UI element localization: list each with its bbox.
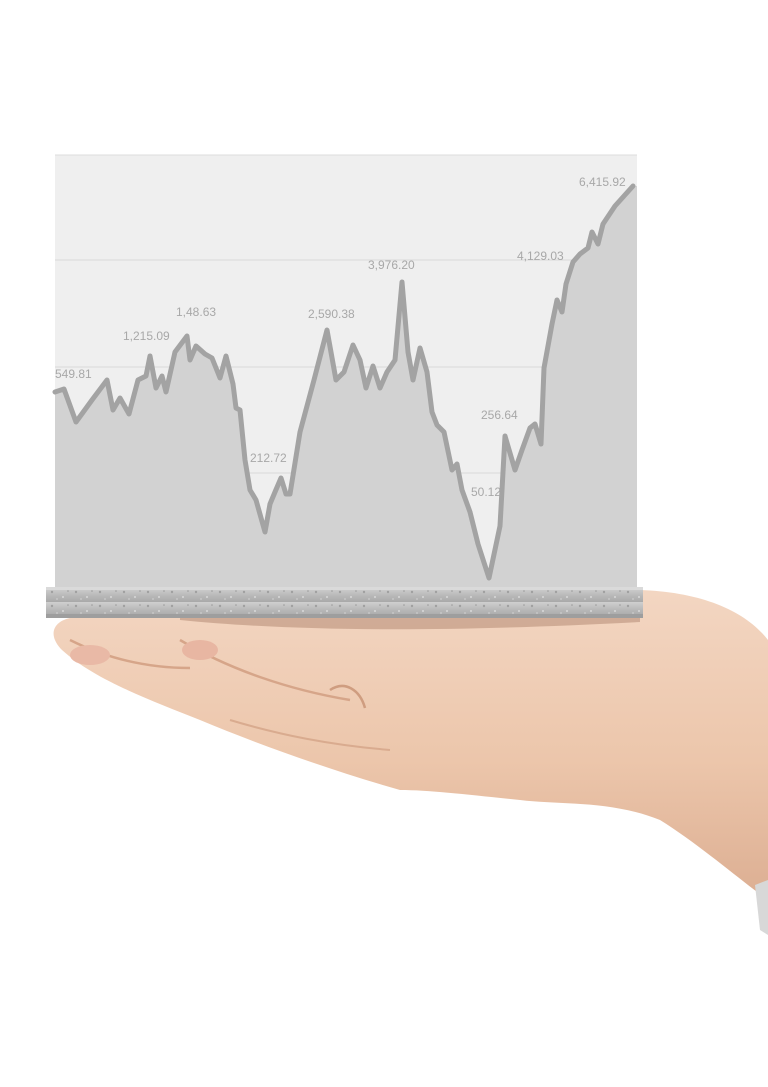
data-label-1: 1,215.09 — [123, 329, 170, 343]
data-label-9: 6,415.92 — [579, 175, 626, 189]
data-label-2: 1,48.63 — [176, 305, 216, 319]
stone-slab — [46, 587, 643, 618]
thumb-knuckle — [329, 684, 367, 709]
fingernail-2 — [182, 640, 218, 660]
hand — [53, 590, 768, 935]
sleeve — [755, 880, 768, 935]
fingernail-1 — [70, 645, 110, 665]
chart-area-fill — [55, 186, 637, 587]
data-label-3: 212.72 — [250, 451, 287, 465]
stone-top-highlight — [46, 587, 643, 590]
data-label-4: 2,590.38 — [308, 307, 355, 321]
data-label-0: 549.81 — [55, 367, 92, 381]
data-label-5: 3,976.20 — [368, 258, 415, 272]
stone-base — [46, 587, 643, 618]
hand-palm — [53, 590, 768, 900]
data-label-6: 50.12 — [471, 485, 501, 499]
data-label-8: 4,129.03 — [517, 249, 564, 263]
stone-bottom-shade — [46, 614, 643, 618]
finger-crease-3 — [229, 719, 391, 751]
chart-panel: 549.81 1,215.09 1,48.63 212.72 2,590.38 … — [52, 154, 637, 587]
chart-series-line — [52, 183, 636, 581]
data-label-7: 256.64 — [481, 408, 518, 422]
